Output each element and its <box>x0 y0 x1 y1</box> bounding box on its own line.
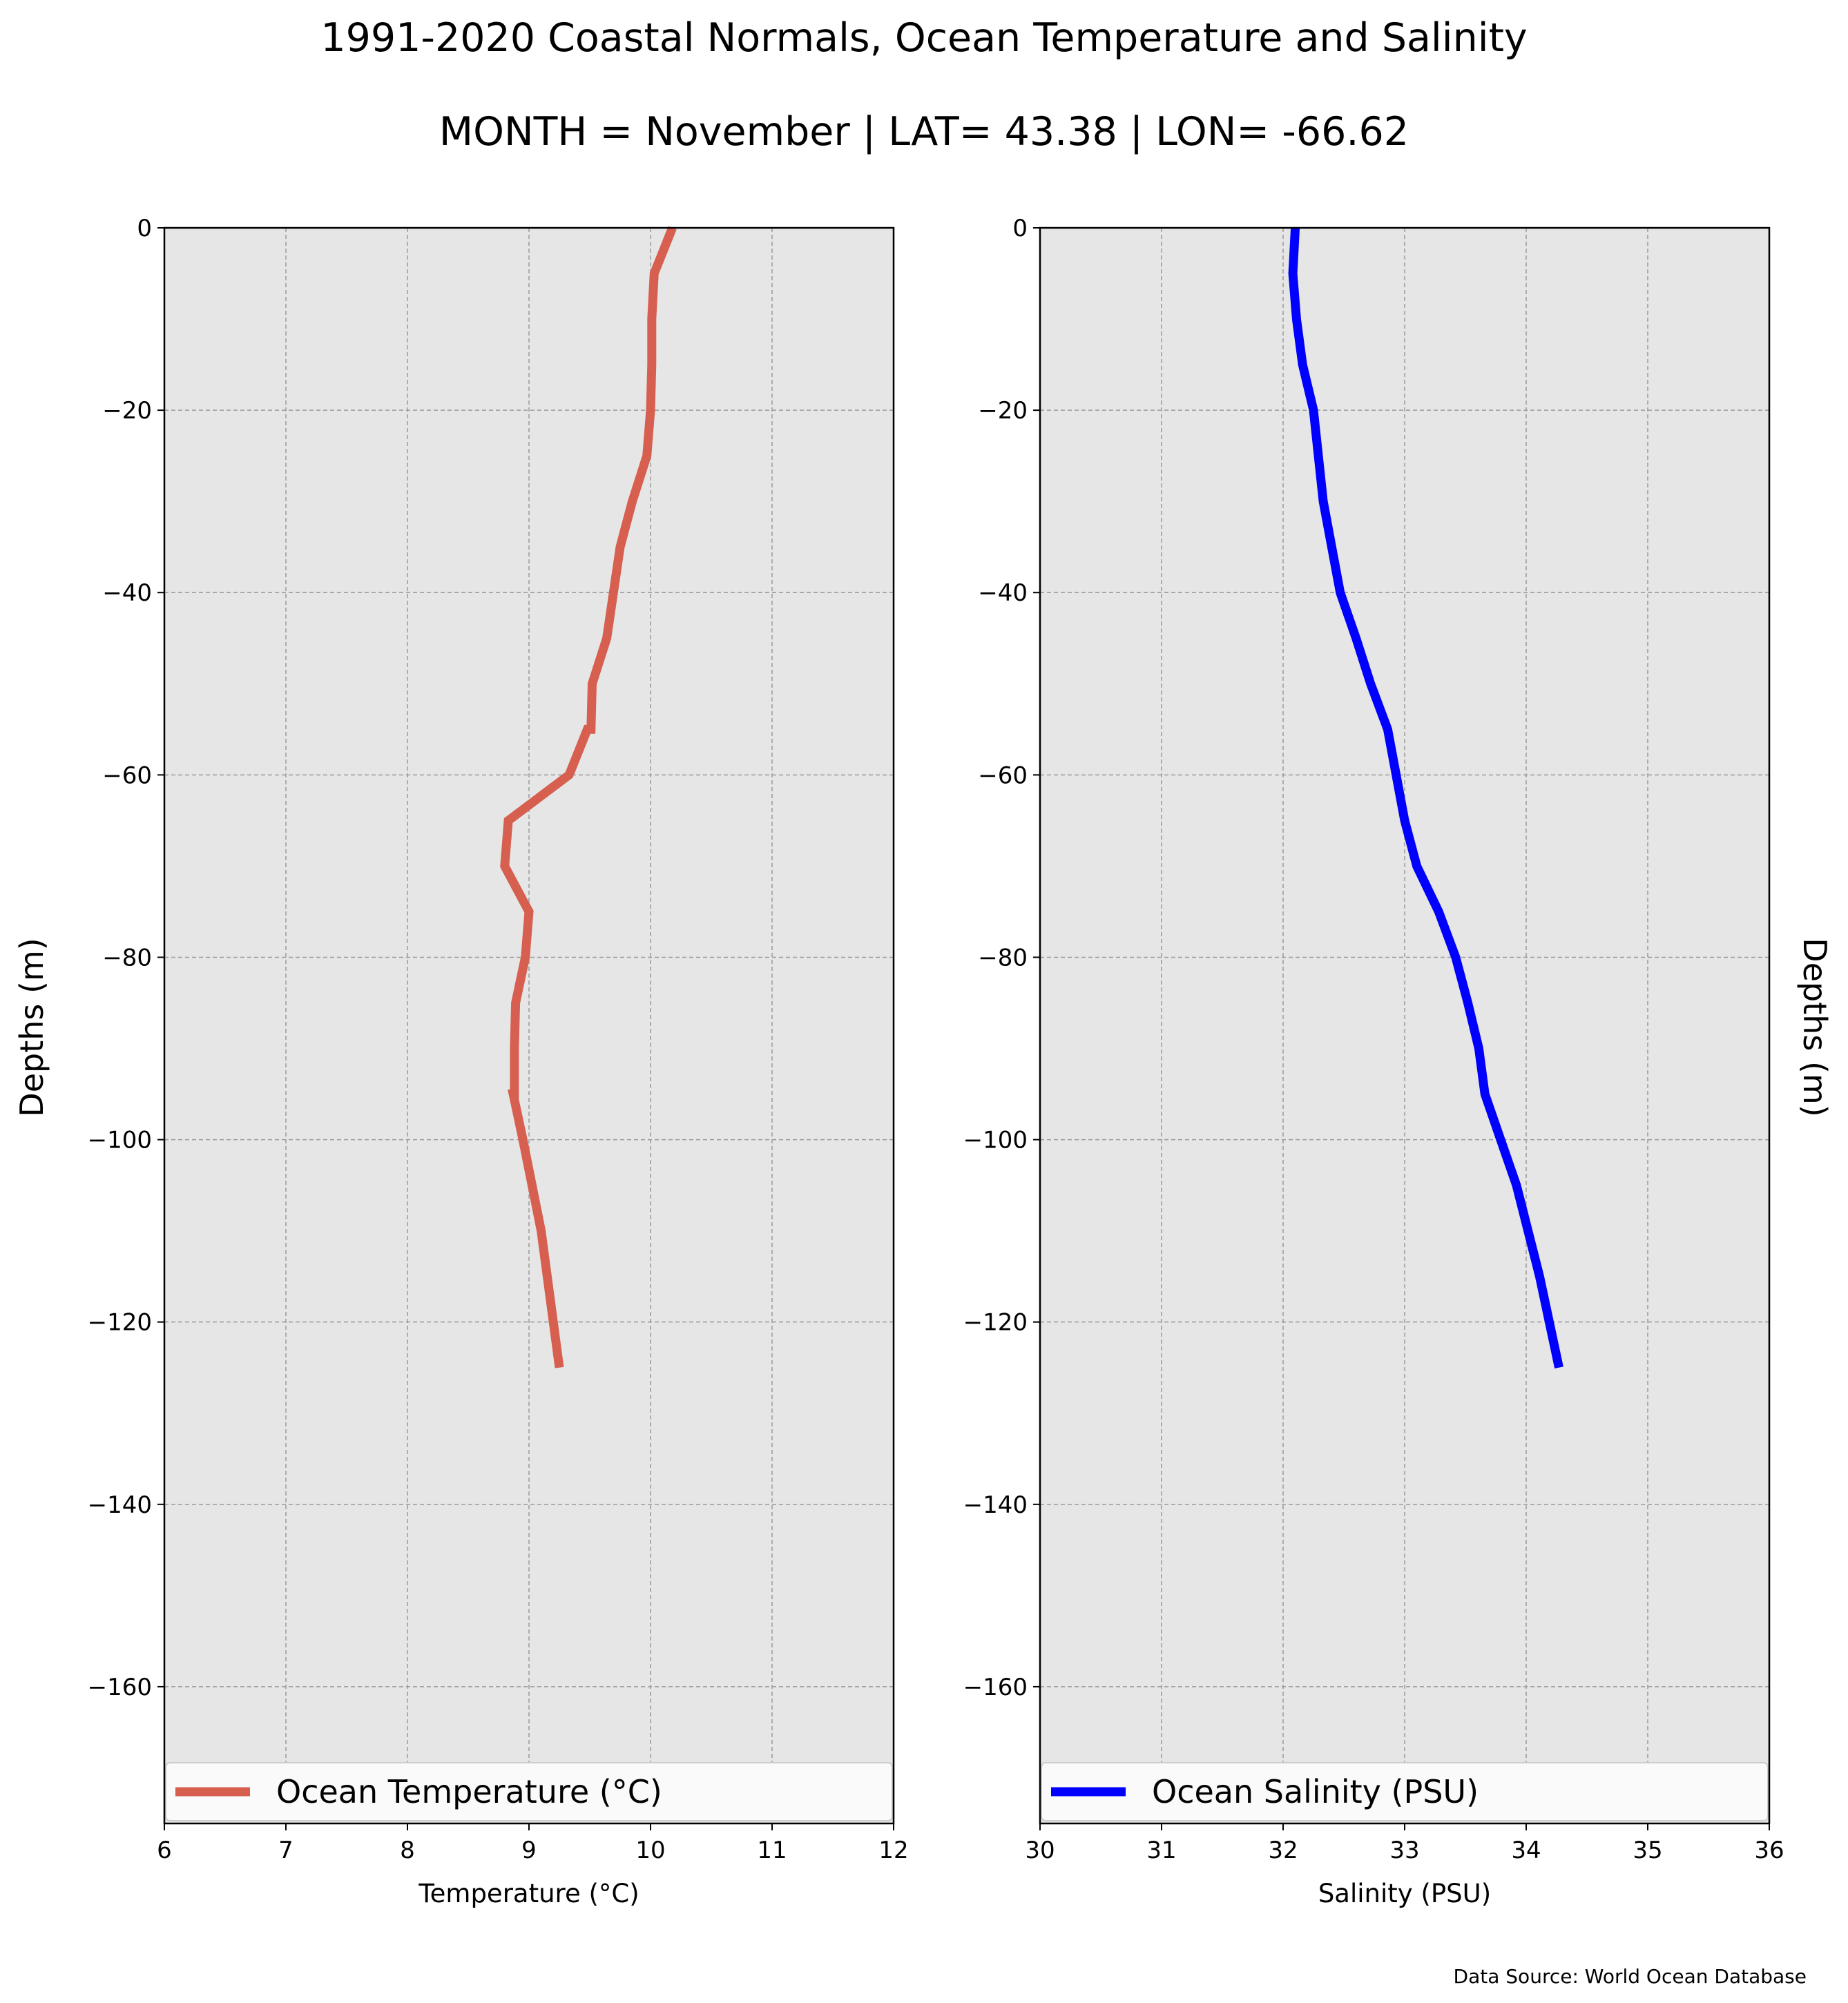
y-tick-label: −20 <box>102 397 152 425</box>
y-tick-label: 0 <box>137 215 152 242</box>
x-tick-label: 33 <box>1389 1837 1419 1864</box>
x-tick-label: 36 <box>1754 1837 1784 1864</box>
x-tick-label: 9 <box>521 1837 537 1864</box>
temperature-panel: Ocean Temperature (°C) 6 7 8 9 10 11 12 0 −20 −40 −… <box>88 215 909 1908</box>
x-tick-label: 7 <box>278 1837 293 1864</box>
y-tick-label: −100 <box>963 1127 1028 1154</box>
x-tick-label: 32 <box>1268 1837 1298 1864</box>
legend-label: Ocean Temperature (°C) <box>276 1773 662 1810</box>
y-tick-label: −140 <box>88 1491 152 1519</box>
right-y-axis-label: Depths (m) <box>1796 938 1833 1116</box>
x-tick-label: 10 <box>635 1837 665 1864</box>
x-tick-label: 12 <box>878 1837 908 1864</box>
x-tick-label: 30 <box>1025 1837 1055 1864</box>
salinity-panel: Ocean Salinity (PSU) 30 31 32 33 34 35 36 0 −20 −4… <box>963 215 1784 1908</box>
y-tick-label: −40 <box>978 579 1028 607</box>
figure-title: 1991-2020 Coastal Normals, Ocean Tempera… <box>320 15 1527 61</box>
series-line <box>1288 227 1563 1369</box>
y-tick-label: −20 <box>978 397 1028 425</box>
x-tick-label: 34 <box>1511 1837 1541 1864</box>
x-tick-label: 11 <box>757 1837 787 1864</box>
legend-label: Ocean Salinity (PSU) <box>1152 1773 1479 1810</box>
y-tick-label: −40 <box>102 579 152 607</box>
x-axis-label: Salinity (PSU) <box>1318 1879 1491 1908</box>
salinity-legend <box>1041 1762 1769 1821</box>
y-tick-label: −60 <box>978 762 1028 789</box>
y-tick-label: −60 <box>102 762 152 789</box>
y-tick-label: −80 <box>978 944 1028 971</box>
y-tick-label: −160 <box>88 1674 152 1701</box>
y-tick-label: 0 <box>1012 215 1028 242</box>
x-tick-label: 8 <box>400 1837 415 1864</box>
series-line <box>500 226 677 1368</box>
y-tick-label: −120 <box>963 1309 1028 1337</box>
y-tick-label: −160 <box>963 1674 1028 1701</box>
left-y-axis-label: Depths (m) <box>13 938 50 1116</box>
x-axis-label: Temperature (°C) <box>418 1879 639 1908</box>
x-tick-label: 6 <box>157 1837 172 1864</box>
data-source-note: Data Source: World Ocean Database <box>1454 1965 1807 1988</box>
y-tick-label: −120 <box>88 1309 152 1337</box>
y-tick-label: −80 <box>102 944 152 971</box>
y-tick-label: −100 <box>88 1127 152 1154</box>
temperature-legend <box>165 1762 893 1821</box>
y-tick-label: −140 <box>963 1491 1028 1519</box>
x-tick-label: 35 <box>1633 1837 1662 1864</box>
figure-subtitle: MONTH = November | LAT= 43.38 | LON= -66… <box>439 109 1409 155</box>
x-tick-label: 31 <box>1146 1837 1176 1864</box>
